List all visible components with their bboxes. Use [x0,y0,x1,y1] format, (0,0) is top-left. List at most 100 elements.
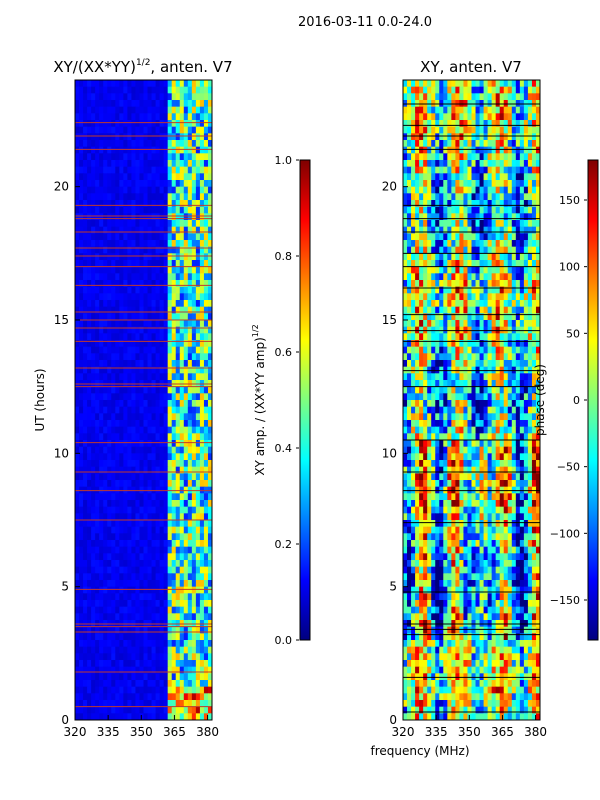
heatmap-cell [443,193,448,201]
heatmap-cell [91,613,96,621]
heatmap-cell [511,200,517,208]
heatmap-cell [139,433,145,441]
heatmap-cell [167,420,173,428]
heatmap-cell [171,273,177,281]
heatmap-cell [143,606,149,614]
heatmap-cell [483,126,489,134]
heatmap-cell [151,240,157,248]
heatmap-cell [203,586,209,594]
heatmap-cell [403,113,408,121]
heatmap-cell [535,186,540,194]
heatmap-cell [143,560,149,568]
heatmap-cell [139,593,145,601]
heatmap-cell [151,506,157,514]
heatmap-cell [115,680,120,688]
heatmap-cell [119,213,124,221]
heatmap-cell [139,600,145,608]
heatmap-cell [507,226,513,234]
heatmap-cell [451,380,456,388]
heatmap-cell [503,213,509,221]
heatmap-cell [195,553,201,561]
heatmap-cell [79,93,84,101]
heatmap-cell [147,600,153,608]
heatmap-cell [451,166,456,174]
heatmap-cell [163,573,169,581]
heatmap-cell [111,233,116,241]
heatmap-cell [207,273,212,281]
heatmap-cell [479,146,485,154]
heatmap-cell [199,213,205,221]
heatmap-cell [107,320,112,328]
heatmap-cell [455,80,461,88]
heatmap-cell [127,106,133,114]
heatmap-cell [119,373,124,381]
heatmap-cell [155,226,161,234]
heatmap-cell [463,340,469,348]
heatmap-cell [139,166,145,174]
heatmap-cell [495,186,501,194]
heatmap-cell [159,313,165,321]
heatmap-cell [171,353,177,361]
heatmap-cell [131,526,137,534]
heatmap-cell [131,546,137,554]
heatmap-cell [167,413,173,421]
heatmap-cell [403,246,408,254]
heatmap-cell [95,340,100,348]
heatmap-cell [159,126,165,134]
heatmap-cell [127,440,133,448]
heatmap-cell [151,333,157,341]
heatmap-cell [119,240,124,248]
heatmap-cell [179,520,185,528]
heatmap-cell [163,593,169,601]
heatmap-cell [147,213,153,221]
heatmap-cell [123,666,128,674]
heatmap-cell [179,706,185,714]
heatmap-cell [87,293,92,301]
heatmap-cell [107,413,112,421]
heatmap-cell [199,240,205,248]
heatmap-cell [159,460,165,468]
heatmap-cell [111,320,116,328]
heatmap-cell [475,273,481,281]
heatmap-cell [163,433,169,441]
heatmap-cell [463,80,469,88]
heatmap-cell [151,80,157,88]
heatmap-cell [179,666,185,674]
heatmap-cell [75,593,80,601]
heatmap-cell [187,213,193,221]
heatmap-cell [95,373,100,381]
heatmap-cell [187,606,193,614]
heatmap-cell [407,133,412,141]
heatmap-cell [79,420,84,428]
heatmap-cell [207,193,212,201]
heatmap-cell [83,86,88,94]
heatmap-cell [523,380,529,388]
heatmap-cell [159,406,165,414]
heatmap-cell [151,446,157,454]
heatmap-cell [83,526,88,534]
heatmap-cell [535,266,540,274]
heatmap-cell [147,360,153,368]
heatmap-cell [95,633,100,641]
heatmap-cell [83,320,88,328]
heatmap-cell [187,586,193,594]
heatmap-cell [179,386,185,394]
heatmap-cell [515,253,521,261]
heatmap-cell [439,153,444,161]
heatmap-cell [203,566,209,574]
heatmap-cell [535,193,540,201]
heatmap-cell [115,580,120,588]
heatmap-cell [455,333,461,341]
heatmap-cell [527,313,533,321]
heatmap-cell [187,426,193,434]
heatmap-cell [103,586,108,594]
heatmap-cell [463,360,469,368]
heatmap-cell [167,646,173,654]
heatmap-cell [535,120,540,128]
heatmap-cell [415,166,420,174]
heatmap-cell [183,666,189,674]
heatmap-cell [95,706,100,714]
heatmap-cell [191,106,197,114]
heatmap-cell [155,173,161,181]
